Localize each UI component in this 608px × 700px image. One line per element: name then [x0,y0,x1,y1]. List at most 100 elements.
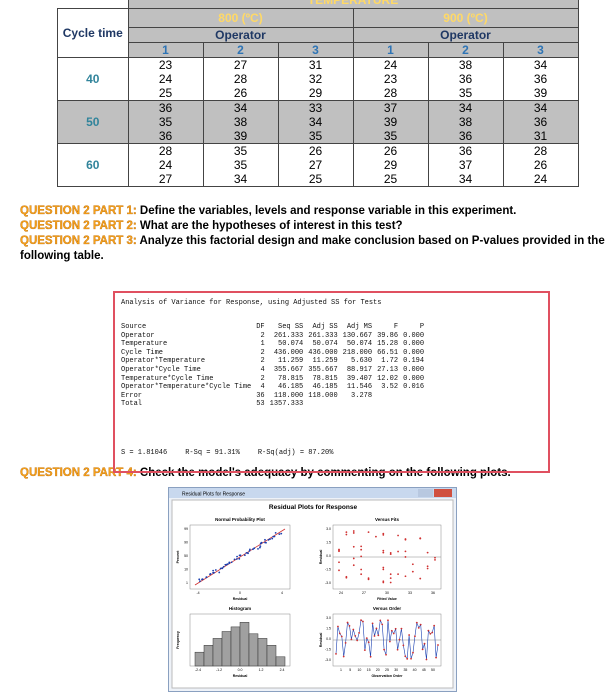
x-tick-label: 45 [422,668,426,672]
summary-item: S = 1.81046 [121,449,168,457]
hist-bar [257,638,268,667]
dot [238,557,241,560]
cell: 28 [502,143,579,158]
cell: 36 [427,143,504,158]
anova-cell: 2 [260,348,265,357]
anova-cell: 0.000 [403,374,425,383]
cycle-time: 50 [57,100,129,144]
cell: 38 [427,57,504,72]
x-label: Observation Order [372,674,404,678]
dot [360,573,363,576]
hist-bar [203,645,214,667]
dot [264,541,266,544]
dot [390,629,393,632]
temperature: 900 (ºC) [352,8,579,28]
dot [352,628,355,631]
anova-cell: 36 [256,391,265,400]
dot [404,556,407,558]
dot [421,648,424,651]
y-tick-label: -3.0 [325,581,331,585]
dot [388,640,391,643]
header-row: TEMPERATURE [58,0,579,9]
cell: 26 [502,158,579,172]
dot [212,569,215,572]
dot [338,569,340,572]
anova-cell: 1357.333 [269,400,304,409]
dot [379,619,382,622]
dot [354,634,357,637]
hist-bar [221,631,232,667]
dot [382,566,385,569]
dot [425,658,428,661]
dot [381,623,384,626]
dot [433,624,436,627]
dot [230,561,233,564]
dot [398,638,401,641]
dot [348,624,351,627]
dot [397,573,399,576]
x-tick-label: 0.0 [238,668,243,672]
dot [340,635,343,638]
data-row: 60 28 35 26 26 36 28 [57,143,579,187]
anova-cell: 39.407 [346,374,373,383]
dot [426,567,429,570]
dot [274,531,277,534]
dot [360,555,363,558]
dot [389,577,392,580]
dot [419,537,422,540]
dot [259,545,262,548]
cell: 39 [202,129,279,144]
dot [335,652,337,655]
dot [406,657,409,660]
dot [345,533,348,536]
dot [228,562,231,565]
cell: 29 [277,86,354,101]
x-tick-label: 40 [413,668,417,672]
question: QUESTION 2 PART 4: Check the model's ade… [20,466,608,481]
dot [419,623,422,626]
anova-row: Operator 2 261.333 261.333 130.667 39.86 0.000 [121,332,424,341]
dot [411,570,414,573]
cell: 24 [352,57,429,72]
dot [404,550,407,553]
operator-label: Operator [352,27,579,43]
cell: 35 [427,86,504,101]
x-tick-label: 0 [239,591,241,595]
cell: 31 [277,57,354,72]
dot [360,548,363,551]
x-tick-label: 36 [431,591,435,595]
cell: 34 [502,100,579,115]
y-label: Residual [319,633,323,648]
anova-cell: 1.72 [381,357,399,366]
dot [410,657,412,660]
anova-row: Operator*Cycle Time 4 355.667 355.667 88.917… [121,366,424,375]
x-label: Residual [233,597,248,601]
anova-box: Analysis of Variance for Response, using… [113,291,550,473]
cell: 34 [427,172,504,187]
x-tick-label: 25 [385,668,389,672]
cell: 35 [202,143,279,158]
operator: 2 [202,42,279,58]
anova-row: Operator*Temperature*Cycle Time 4 46.185 46… [121,383,424,392]
operator-label: Operator [127,27,354,43]
anova-cell: 53 [256,400,265,409]
anova-cell: 46.185 [312,383,338,392]
dot [249,548,251,551]
dot [236,555,238,558]
anova-row: Total 53 1357.333 [121,400,424,409]
dot [273,535,276,538]
cell: 26 [277,143,354,158]
anova-cell: 2 [260,374,265,383]
dot [426,551,429,554]
cell: 34 [202,172,279,187]
dot [271,537,274,540]
dot [408,634,411,636]
dot [427,629,430,632]
anova-cell: 355.667 [308,365,338,374]
anova-col: DF [256,323,265,331]
dot [385,653,387,656]
dot [365,637,368,640]
cell: 25 [277,172,354,187]
dot [267,539,270,541]
hist-bar [275,656,286,667]
